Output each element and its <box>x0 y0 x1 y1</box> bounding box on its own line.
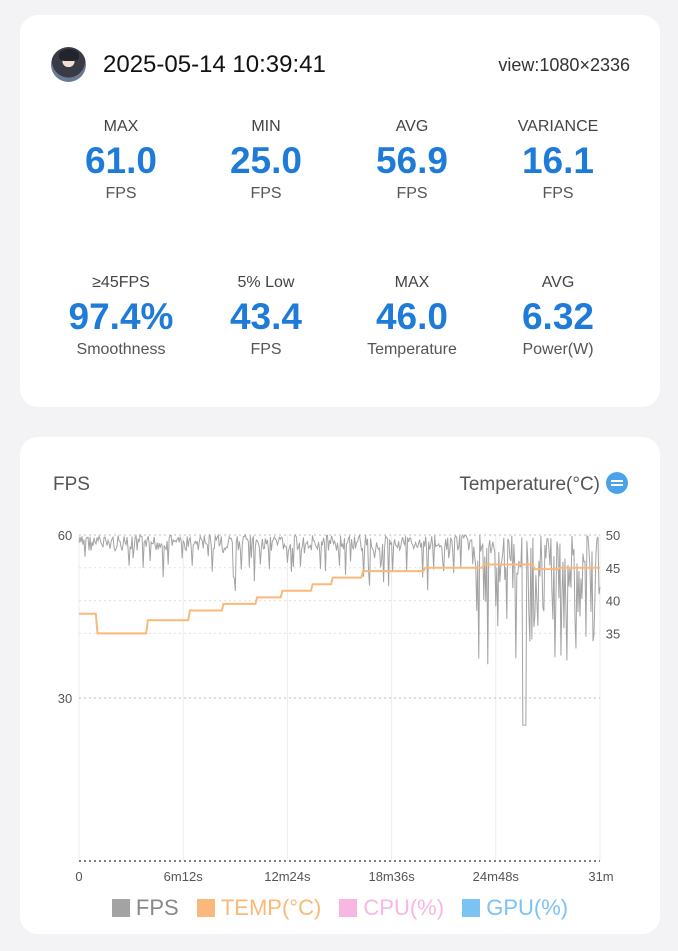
stat-value: 6.32 <box>521 296 594 337</box>
x-tick-label: 18m36s <box>368 869 415 884</box>
legend-label-fps: FPS <box>135 895 179 920</box>
legend-item-temp[interactable]: TEMP(°C) <box>196 895 322 921</box>
y-axis-left-title: FPS <box>53 474 90 495</box>
session-datetime: 2025-05-14 10:39:41 <box>103 51 326 78</box>
stat-value: 46.0 <box>375 296 448 337</box>
stat-label: MIN <box>251 118 281 135</box>
stat-label: ≥45FPS <box>92 274 150 291</box>
fps-chart-card: FPS Temperature(°C) 0 6m12s 12m24s 18m36s 24… <box>20 437 660 934</box>
legend-item-fps[interactable]: FPS <box>111 895 179 921</box>
legend-label-temp: TEMP(°C) <box>220 895 322 920</box>
legend-swatch-gpu <box>462 899 481 917</box>
stat-max-fps: MAX 61.0 FPS <box>48 117 194 204</box>
temperature-series-line <box>79 563 600 635</box>
legend-item-cpu[interactable]: CPU(%) <box>339 895 444 921</box>
legend-swatch-fps <box>111 899 130 917</box>
stat-unit: Power(W) <box>522 341 594 358</box>
stat-unit: FPS <box>105 185 137 202</box>
stat-label: 5% Low <box>237 274 295 291</box>
stat-low-fps: 5% Low 43.4 FPS <box>193 273 339 360</box>
stat-value: 16.1 <box>521 140 594 181</box>
legend-swatch-temp <box>196 899 215 917</box>
stat-max-temperature: MAX 46.0 Temperature <box>339 273 485 360</box>
stat-value: 97.4% <box>68 296 174 337</box>
y-axis-right-title: Temperature(°C) <box>459 474 600 495</box>
view-resolution: view:1080×2336 <box>498 55 630 75</box>
avatar[interactable] <box>51 47 86 82</box>
x-tick-label: 6m12s <box>164 869 204 884</box>
stat-label: MAX <box>394 274 430 291</box>
stat-avg-fps: AVG 56.9 FPS <box>339 117 485 204</box>
y-right-tick-label: 35 <box>606 626 620 641</box>
stat-unit: FPS <box>396 185 428 202</box>
x-tick-label: 0 <box>75 869 82 884</box>
x-tick-label: 12m24s <box>264 869 311 884</box>
stat-value: 56.9 <box>375 140 448 181</box>
stat-min-fps: MIN 25.0 FPS <box>193 117 339 204</box>
stat-avg-power: AVG 6.32 Power(W) <box>485 273 631 360</box>
stat-value: 25.0 <box>229 140 302 181</box>
y-right-tick-label: 40 <box>606 594 620 609</box>
stat-value: 61.0 <box>84 140 157 181</box>
y-left-tick-label: 30 <box>58 691 72 706</box>
legend-swatch-cpu <box>339 899 358 917</box>
stat-unit: FPS <box>250 341 282 358</box>
stat-smoothness: ≥45FPS 97.4% Smoothness <box>48 273 194 360</box>
stat-unit: FPS <box>250 185 282 202</box>
legend-label-cpu: CPU(%) <box>363 895 445 920</box>
stat-label: AVG <box>395 118 429 135</box>
y-right-tick-label: 50 <box>606 528 620 543</box>
legend-item-gpu[interactable]: GPU(%) <box>462 895 568 921</box>
x-tick-label: 31m <box>588 869 613 884</box>
stat-label: AVG <box>541 274 575 291</box>
x-tick-label: 24m48s <box>473 869 520 884</box>
swap-axis-icon[interactable] <box>606 472 628 494</box>
stat-value: 43.4 <box>229 296 302 337</box>
legend-label-gpu: GPU(%) <box>486 895 569 920</box>
fps-temperature-chart: 0 6m12s 12m24s 18m36s 24m48s 31m 60 30 50 45 40 35 <box>58 528 620 884</box>
stat-unit: FPS <box>542 185 574 202</box>
stat-label: VARIANCE <box>517 118 599 135</box>
chart-legend: FPS TEMP(°C) CPU(%) GPU(%) <box>20 895 660 921</box>
stat-variance: VARIANCE 16.1 FPS <box>485 117 631 204</box>
stat-unit: Smoothness <box>76 341 166 358</box>
stat-label: MAX <box>103 118 139 135</box>
y-left-tick-label: 60 <box>58 528 72 543</box>
fps-series-line <box>78 533 601 726</box>
stat-unit: Temperature <box>367 341 457 358</box>
y-right-tick-label: 45 <box>606 561 620 576</box>
summary-card: 2025-05-14 10:39:41 view:1080×2336 MAX 6… <box>20 15 660 407</box>
